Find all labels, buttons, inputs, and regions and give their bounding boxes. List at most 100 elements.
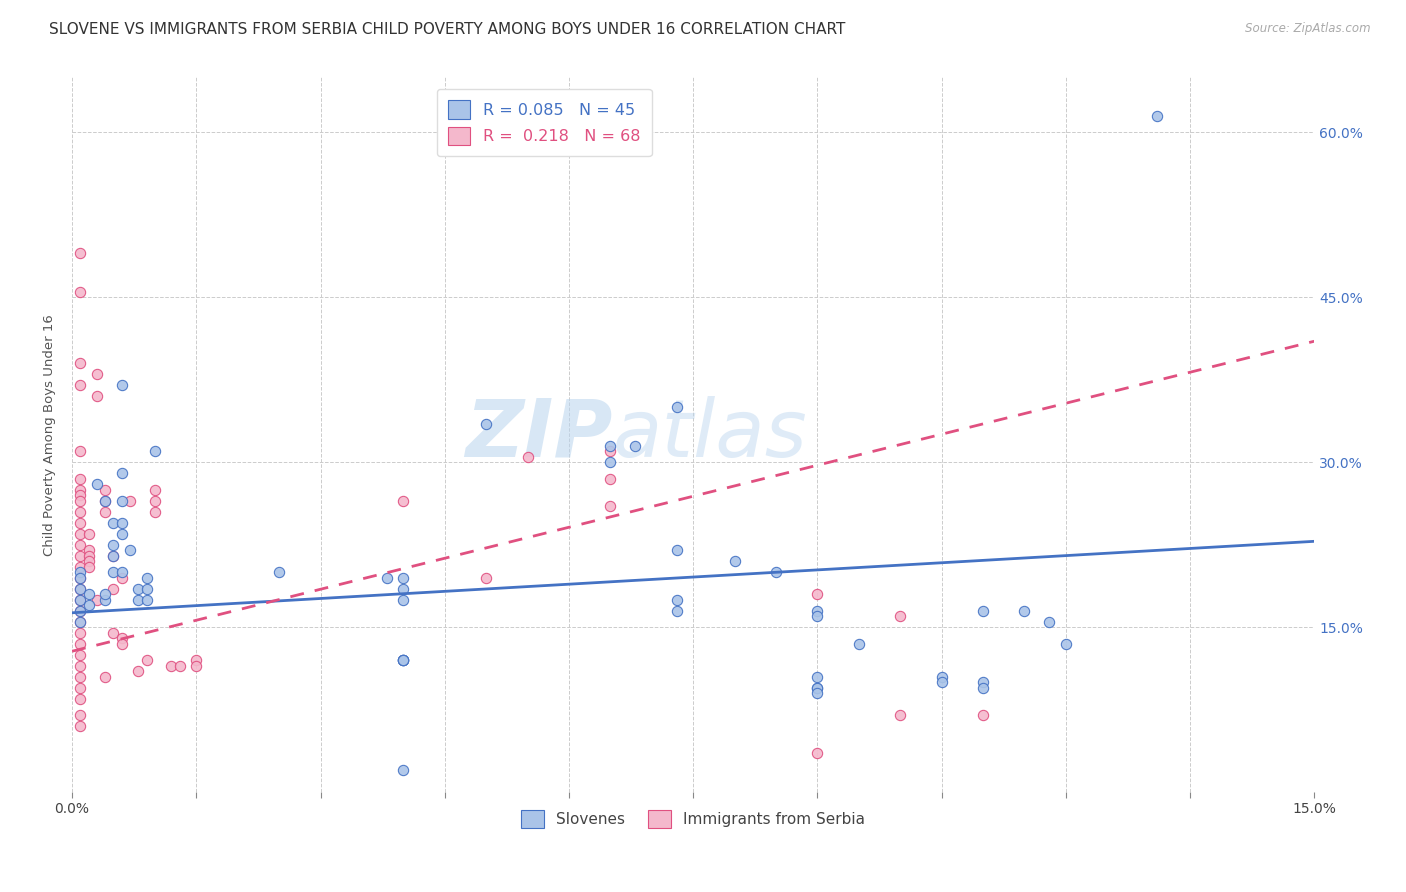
Point <box>69 669 91 683</box>
Point <box>86 477 108 491</box>
Point <box>69 378 91 392</box>
Point <box>889 708 911 723</box>
Point <box>111 493 134 508</box>
Point <box>103 549 125 563</box>
Point <box>86 592 108 607</box>
Point <box>94 587 117 601</box>
Point <box>103 549 125 563</box>
Point <box>135 571 157 585</box>
Point <box>111 636 134 650</box>
Point <box>111 565 134 579</box>
Point <box>806 604 828 618</box>
Point <box>69 493 91 508</box>
Point <box>392 653 415 667</box>
Point <box>475 417 498 431</box>
Point <box>69 615 91 629</box>
Point <box>392 653 415 667</box>
Point <box>77 559 100 574</box>
Point <box>127 582 149 596</box>
Point <box>118 543 141 558</box>
Point <box>94 483 117 497</box>
Point <box>624 439 647 453</box>
Point <box>69 658 91 673</box>
Point <box>972 681 994 695</box>
Point <box>94 493 117 508</box>
Point <box>806 609 828 624</box>
Point <box>103 538 125 552</box>
Point <box>77 587 100 601</box>
Point <box>69 582 91 596</box>
Point <box>69 625 91 640</box>
Point <box>143 505 166 519</box>
Point <box>69 538 91 552</box>
Point <box>806 587 828 601</box>
Point <box>69 592 91 607</box>
Point <box>1014 604 1036 618</box>
Point <box>94 493 117 508</box>
Point <box>143 483 166 497</box>
Point <box>69 636 91 650</box>
Point <box>69 604 91 618</box>
Point <box>765 565 787 579</box>
Point <box>665 401 688 415</box>
Point <box>86 389 108 403</box>
Point <box>135 653 157 667</box>
Point <box>94 505 117 519</box>
Point <box>848 636 870 650</box>
Point <box>186 658 208 673</box>
Point <box>69 483 91 497</box>
Point <box>160 658 183 673</box>
Point <box>69 472 91 486</box>
Text: ZIP: ZIP <box>465 396 613 474</box>
Point <box>111 516 134 530</box>
Point <box>392 582 415 596</box>
Point <box>135 592 157 607</box>
Point <box>77 526 100 541</box>
Point <box>723 554 745 568</box>
Point <box>94 669 117 683</box>
Point <box>77 598 100 612</box>
Point <box>665 604 688 618</box>
Point <box>665 592 688 607</box>
Legend: Slovenes, Immigrants from Serbia: Slovenes, Immigrants from Serbia <box>515 804 872 834</box>
Point <box>111 526 134 541</box>
Point <box>103 582 125 596</box>
Point <box>972 675 994 690</box>
Point <box>111 571 134 585</box>
Point <box>69 582 91 596</box>
Point <box>599 499 621 513</box>
Point <box>69 691 91 706</box>
Point <box>806 669 828 683</box>
Point <box>69 549 91 563</box>
Point <box>118 493 141 508</box>
Point <box>94 592 117 607</box>
Point <box>77 549 100 563</box>
Point <box>806 747 828 761</box>
Point <box>69 246 91 260</box>
Point <box>127 664 149 678</box>
Point <box>69 708 91 723</box>
Point <box>806 681 828 695</box>
Point <box>69 356 91 370</box>
Point <box>69 681 91 695</box>
Point <box>135 582 157 596</box>
Point <box>69 505 91 519</box>
Point <box>806 686 828 700</box>
Point <box>69 444 91 458</box>
Point <box>972 604 994 618</box>
Point <box>111 378 134 392</box>
Point <box>69 571 91 585</box>
Point <box>599 472 621 486</box>
Point <box>665 543 688 558</box>
Point <box>599 444 621 458</box>
Point <box>931 675 953 690</box>
Point <box>392 493 415 508</box>
Point <box>392 571 415 585</box>
Point <box>169 658 191 673</box>
Text: Source: ZipAtlas.com: Source: ZipAtlas.com <box>1246 22 1371 36</box>
Point <box>392 592 415 607</box>
Point <box>1038 615 1060 629</box>
Point <box>77 543 100 558</box>
Point <box>69 285 91 299</box>
Point <box>69 592 91 607</box>
